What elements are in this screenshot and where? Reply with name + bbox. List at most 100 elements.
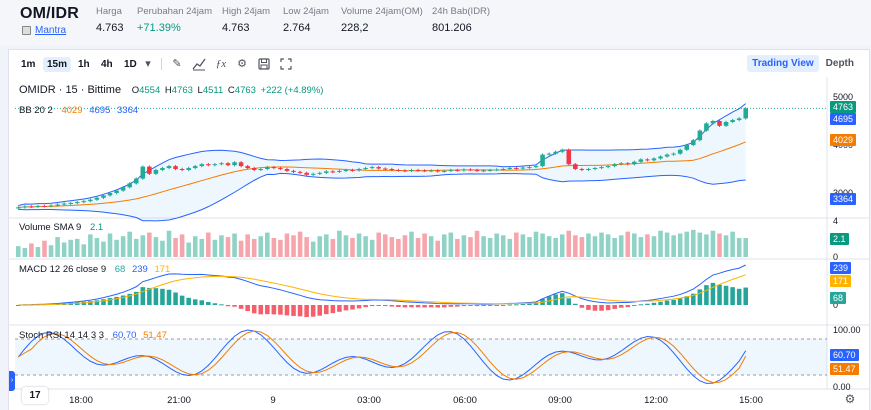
volume-bar [474,230,480,257]
candle [160,168,165,170]
macd-hist-bar [330,305,336,314]
macd-hist-bar [645,303,650,305]
macd-hist-bar [612,305,617,309]
bb-name: BB 20 2 [19,105,53,116]
candle [114,190,119,193]
pencil-icon[interactable]: ✎ [172,58,182,70]
stat-value: 4.763 [222,22,250,34]
chart-canvas[interactable]: 500040003000400100.000.00 [9,77,869,410]
candle [691,140,696,145]
macd-hist-bar [265,305,270,315]
candle [291,170,296,172]
volume-bar [186,242,191,257]
volume-bar [48,245,54,257]
stat-value: 801.206 [432,22,472,34]
stat-5: 24h Bab(IDR) 801.206 [432,6,490,34]
macd-hist-bar [271,305,277,315]
bb-legend: BB 20 2 4029 4695 3364 [19,105,138,116]
candle [632,161,637,165]
save-icon[interactable] [257,57,271,71]
volume-bar [35,247,41,257]
candle [566,149,572,165]
bb-upper-line [18,103,747,206]
timeframe-2[interactable]: 1h [78,59,90,70]
candle [258,169,264,170]
candle [441,170,447,172]
gear-icon[interactable]: ⚙ [237,58,247,70]
macd-hist-bar [350,305,355,310]
ohlc-high: 4763 [171,85,193,96]
volume-bar [337,230,342,257]
macd-hist-bar [448,305,454,307]
collapse-handle[interactable]: › [9,371,15,391]
stat-2: High 24jam 4.763 [222,6,270,34]
timeframe-3[interactable]: 4h [101,59,113,70]
ohlc-change: +222 (+4.89%) [260,85,324,96]
candle [278,168,283,170]
volume-bar [691,229,696,257]
view-toggle: Trading View Depth [747,55,859,72]
view-toggle-0[interactable]: Trading View [747,55,819,72]
chart-settings-icon[interactable]: ⚙ [844,392,856,406]
volume-bar [251,238,257,257]
candle [422,170,427,172]
chevron-down-icon[interactable]: ▾ [145,58,151,70]
volume-bar [540,233,545,257]
fx-icon[interactable]: ƒx [215,58,227,70]
candle [396,169,401,171]
candle [173,166,178,169]
price-tag: 4695 [830,113,857,125]
volume-bar [651,236,657,257]
candle [507,168,513,170]
volume-bar [160,240,165,257]
volume-bar [376,232,381,257]
bb-basis-line [18,141,746,208]
ohlc-open-label: O [131,85,140,96]
macd-hist-bar [402,305,408,308]
timeframe-4[interactable]: 1D [124,59,137,70]
macd-tag: 171 [830,275,852,287]
timeframe-0[interactable]: 1m [21,59,36,70]
view-toggle-1[interactable]: Depth [825,58,854,69]
macd-hist-bar [140,287,146,305]
candle [81,201,87,203]
macd-hist-bar [671,299,676,305]
bb-lower-line [18,172,746,222]
chart-area[interactable]: 500040003000400100.000.00 OMIDR · 15 · B… [9,77,869,410]
candle [730,120,735,122]
volume-bar [455,238,460,257]
stat-value: +71.39% [137,22,181,34]
macd-hist-bar [324,305,329,315]
volume-bar [140,235,146,257]
macd-hist-bar [441,305,447,308]
macd-hist-bar [573,303,578,305]
candle [605,166,611,168]
volume-bar [736,238,742,257]
macd-hist-bar [514,304,519,306]
fullscreen-icon[interactable] [279,57,293,71]
candle [350,169,355,171]
timeframe-1[interactable]: 15m [43,57,72,72]
volume-bar [677,233,683,257]
candle [553,151,558,154]
volume-bar [284,233,290,257]
macd-hist-bar [160,288,165,305]
macd-tick: 0 [833,300,838,310]
volume-legend: Volume SMA 9 2.1 [19,222,103,233]
macd-hist-bar [133,291,139,305]
stat-label: High 24jam [222,6,271,17]
candle [212,164,218,166]
volume-bar [16,246,21,257]
tradingview-logo[interactable]: 17 [22,387,48,404]
project-label[interactable]: Mantra [35,25,67,36]
macd-hist-bar [605,305,611,311]
volume-bar [461,235,467,257]
volume-bar [559,234,565,257]
project-link[interactable]: Mantra [22,25,66,36]
candle [74,202,80,204]
volume-bar [638,237,644,257]
macd-hist-bar [736,288,742,305]
macd-hist-bar [717,284,722,305]
chart-line-icon[interactable] [192,57,206,71]
